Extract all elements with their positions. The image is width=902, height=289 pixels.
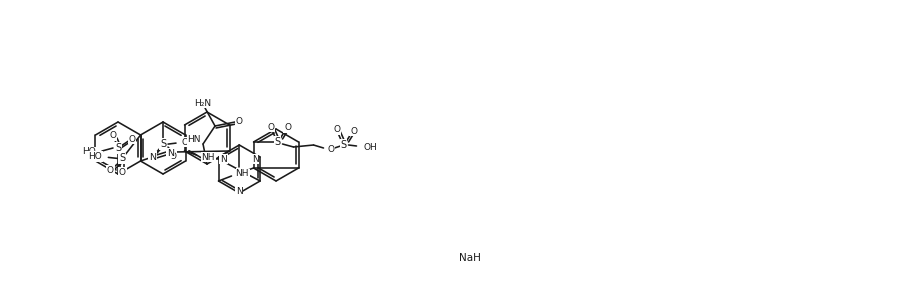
Text: S: S <box>160 139 166 149</box>
Text: N: N <box>149 153 156 162</box>
Text: S: S <box>340 140 346 150</box>
Text: S: S <box>115 143 121 153</box>
Text: OH: OH <box>181 138 195 147</box>
Text: O: O <box>119 168 125 177</box>
Text: O: O <box>150 152 157 161</box>
Text: O: O <box>267 123 274 131</box>
Text: NaH: NaH <box>459 253 481 263</box>
Text: O: O <box>128 134 135 144</box>
Text: NH: NH <box>235 170 249 179</box>
Text: O: O <box>235 118 243 127</box>
Text: S: S <box>119 153 125 163</box>
Text: N: N <box>167 149 174 158</box>
Text: S: S <box>274 137 281 147</box>
Text: HO: HO <box>88 152 102 161</box>
Text: O: O <box>109 131 116 140</box>
Text: F: F <box>236 168 242 177</box>
Text: O: O <box>333 125 340 134</box>
Text: N: N <box>236 186 243 195</box>
Text: O: O <box>106 166 114 175</box>
Text: NH: NH <box>201 153 215 162</box>
Text: O: O <box>350 127 357 136</box>
Text: N: N <box>252 155 259 164</box>
Text: O: O <box>284 123 291 132</box>
Text: N: N <box>220 155 227 164</box>
Text: O: O <box>170 152 177 161</box>
Text: HN: HN <box>188 136 201 144</box>
Text: O: O <box>327 145 335 155</box>
Text: HO: HO <box>82 147 96 157</box>
Text: OH: OH <box>364 142 377 151</box>
Text: H₂N: H₂N <box>195 99 212 108</box>
